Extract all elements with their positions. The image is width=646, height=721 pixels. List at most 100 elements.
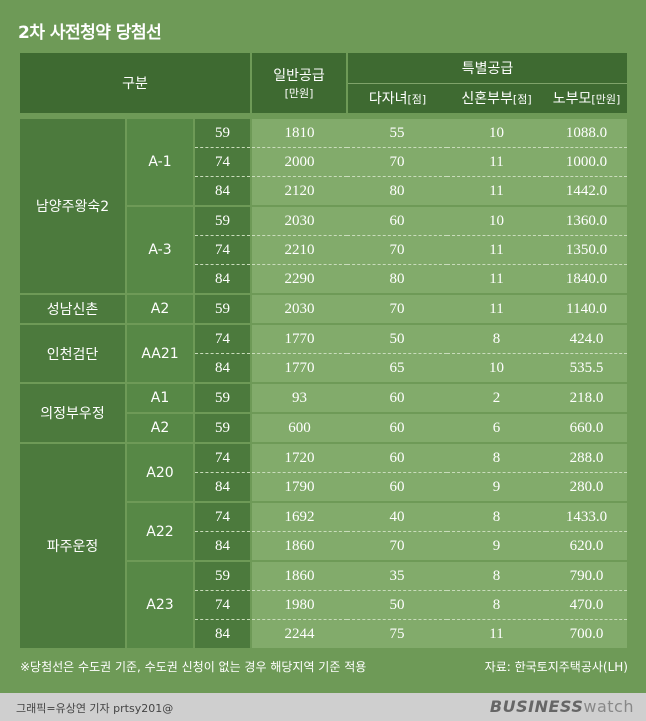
newlywed-cutoff: 11 — [447, 294, 546, 325]
general-cutoff: 1692 — [251, 502, 347, 532]
multi-child-cutoff: 70 — [347, 235, 447, 265]
newlywed-cutoff: 6 — [447, 413, 546, 444]
place-name: 남양주왕숙2 — [20, 119, 127, 295]
header-general-title: 일반공급 — [273, 68, 325, 84]
general-cutoff: 1810 — [251, 119, 347, 148]
general-cutoff: 2210 — [251, 235, 347, 265]
general-cutoff: 2244 — [251, 619, 347, 650]
table-row: 74 2000 70 11 1000.0 — [20, 147, 628, 177]
general-cutoff: 1770 — [251, 353, 347, 384]
unit-size: 59 — [194, 294, 252, 325]
general-cutoff: 600 — [251, 413, 347, 444]
header-multi-child: 다자녀[점] — [347, 83, 447, 113]
unit-size: 59 — [194, 383, 252, 414]
general-cutoff: 2030 — [251, 206, 347, 236]
table-row: 남양주왕숙2 A-1 59 1810 55 10 1088.0 — [20, 119, 628, 295]
block-name: A1 — [126, 383, 195, 414]
unit-size: 59 — [194, 206, 252, 236]
unit-size: 84 — [194, 472, 252, 503]
table-row: 인천검단 AA21 74 1770 50 8 424.0 — [20, 324, 628, 384]
multi-child-cutoff: 50 — [347, 324, 447, 354]
table-row: 74 1980 50 8 470.0 — [20, 590, 628, 620]
source-note: 자료: 한국토지주택공사(LH) — [484, 660, 628, 674]
place-name: 인천검단 — [20, 324, 127, 384]
newlywed-cutoff: 8 — [447, 590, 546, 620]
elderly-cutoff: 218.0 — [546, 383, 628, 414]
unit-size: 84 — [194, 531, 252, 562]
elderly-cutoff: 620.0 — [546, 531, 628, 562]
elderly-cutoff: 1840.0 — [546, 264, 628, 295]
newlywed-cutoff: 8 — [447, 502, 546, 532]
elderly-cutoff: 424.0 — [546, 324, 628, 354]
elderly-cutoff: 1433.0 — [546, 502, 628, 532]
multi-child-cutoff: 75 — [347, 619, 447, 650]
block-name: A2 — [126, 294, 195, 325]
table-row: 74 2210 70 11 1350.0 — [20, 235, 628, 265]
general-cutoff: 1770 — [251, 324, 347, 354]
multi-child-cutoff: 80 — [347, 264, 447, 295]
table-row: 84 1770 65 10 535.5 — [20, 353, 628, 384]
elderly-cutoff: 1140.0 — [546, 294, 628, 325]
multi-child-cutoff: 60 — [347, 206, 447, 236]
table-row: A23 59 1860 35 8 790.0 — [20, 561, 628, 650]
header-general: 일반공급 [만원] — [250, 53, 348, 113]
unit-size: 84 — [194, 264, 252, 295]
block-name: A-1 — [126, 119, 195, 207]
newlywed-cutoff: 11 — [447, 264, 546, 295]
multi-child-cutoff: 60 — [347, 472, 447, 503]
elderly-cutoff: 1350.0 — [546, 235, 628, 265]
header-category: 구분 — [20, 53, 251, 113]
table-body: 남양주왕숙2 A-1 59 1810 55 10 1088.0 74 2000 70 11 1000.… — [20, 119, 628, 650]
table-row: 84 1860 70 9 620.0 — [20, 531, 628, 562]
newlywed-cutoff: 10 — [447, 353, 546, 384]
unit-size: 74 — [194, 235, 252, 265]
newlywed-cutoff: 11 — [447, 147, 546, 177]
table-row: 의정부우정 A1 59 93 60 2 218.0 — [20, 383, 628, 444]
elderly-cutoff: 1360.0 — [546, 206, 628, 236]
multi-child-cutoff: 60 — [347, 383, 447, 414]
newlywed-cutoff: 11 — [447, 619, 546, 650]
elderly-cutoff: 535.5 — [546, 353, 628, 384]
elderly-cutoff: 470.0 — [546, 590, 628, 620]
newlywed-cutoff: 10 — [447, 206, 546, 236]
table-row: 84 2120 80 11 1442.0 — [20, 176, 628, 207]
general-cutoff: 2290 — [251, 264, 347, 295]
newlywed-cutoff: 2 — [447, 383, 546, 414]
newlywed-cutoff: 11 — [447, 176, 546, 207]
multi-child-cutoff: 70 — [347, 147, 447, 177]
header-general-unit: [만원] — [284, 87, 314, 100]
table-row: 84 2290 80 11 1840.0 — [20, 264, 628, 295]
elderly-cutoff: 660.0 — [546, 413, 628, 444]
newlywed-cutoff: 11 — [447, 235, 546, 265]
block-name: A20 — [126, 443, 195, 503]
general-cutoff: 1980 — [251, 590, 347, 620]
newlywed-cutoff: 9 — [447, 531, 546, 562]
table-row: A22 74 1692 40 8 1433.0 — [20, 502, 628, 562]
newlywed-cutoff: 8 — [447, 561, 546, 591]
multi-child-cutoff: 55 — [347, 119, 447, 148]
block-name: A23 — [126, 561, 195, 650]
footnote: ※당첨선은 수도권 기준, 수도권 신청이 없는 경우 해당지역 기준 적용 — [20, 660, 367, 674]
general-cutoff: 93 — [251, 383, 347, 414]
header-elderly: 노부모[만원] — [546, 83, 628, 113]
multi-child-cutoff: 80 — [347, 176, 447, 207]
newlywed-cutoff: 8 — [447, 324, 546, 354]
elderly-cutoff: 1442.0 — [546, 176, 628, 207]
elderly-cutoff: 1088.0 — [546, 119, 628, 148]
block-name: A-3 — [126, 206, 195, 295]
place-name: 성남신촌 — [20, 294, 127, 325]
general-cutoff: 1860 — [251, 561, 347, 591]
unit-size: 84 — [194, 176, 252, 207]
newlywed-cutoff: 8 — [447, 443, 546, 473]
multi-child-cutoff: 70 — [347, 531, 447, 562]
header-newlywed: 신혼부부[점] — [447, 83, 546, 113]
page-title: 2차 사전청약 당첨선 — [18, 23, 162, 43]
multi-child-cutoff: 35 — [347, 561, 447, 591]
multi-child-cutoff: 50 — [347, 590, 447, 620]
newlywed-cutoff: 10 — [447, 119, 546, 148]
multi-child-cutoff: 70 — [347, 294, 447, 325]
block-name: A22 — [126, 502, 195, 562]
footer-bar: 그래픽=유상연 기자 prtsy201@ BUSINESSwatch — [0, 693, 646, 721]
unit-size: 74 — [194, 590, 252, 620]
general-cutoff: 2120 — [251, 176, 347, 207]
